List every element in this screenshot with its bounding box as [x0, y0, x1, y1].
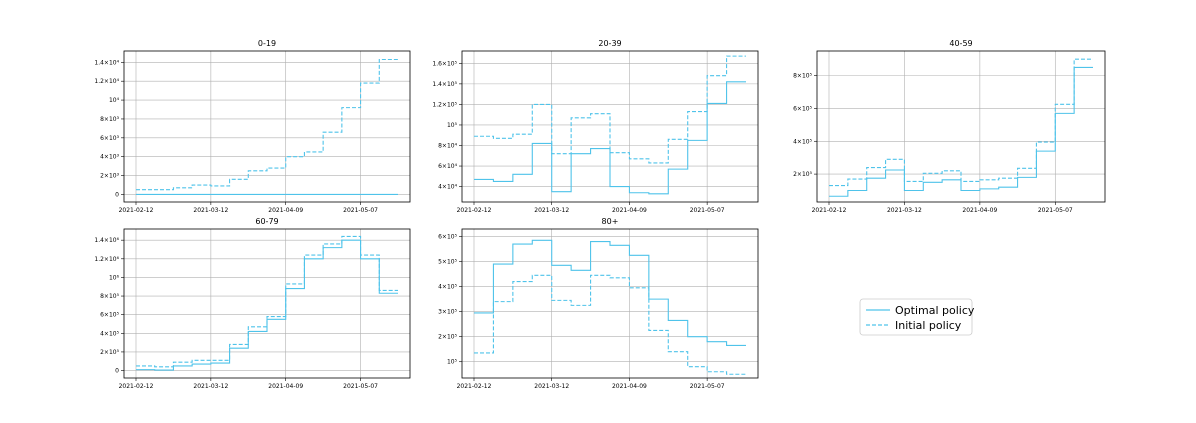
subplot-80+: 2021-02-12 2021-03-12 2021-04-09 2021-05-07… [438, 217, 759, 390]
x-tick-label: 2021-04-09 [268, 207, 303, 214]
series-line-optimal-policy [474, 81, 746, 195]
series-line-initial-policy [136, 58, 398, 191]
x-tick-label: 2021-03-12 [193, 207, 228, 214]
x-tick-label: 2021-02-12 [812, 207, 847, 214]
y-tick-label: 4×10⁴ [438, 184, 457, 191]
x-tick-label: 2021-03-12 [887, 207, 922, 214]
y-tick-label: 2×10⁵ [793, 171, 812, 178]
legend-label: Optimal policy [895, 304, 975, 317]
series-line-initial-policy [136, 235, 398, 368]
series-line-optimal-policy [474, 239, 746, 346]
x-tick-label: 2021-05-07 [343, 383, 378, 390]
y-tick-label: 10⁴ [109, 97, 120, 104]
y-tick-label: 10⁵ [447, 122, 458, 129]
subplot-40-59: 2021-02-12 2021-03-12 2021-04-09 2021-05-07… [793, 39, 1106, 214]
subplot-60-79: 2021-02-12 2021-03-12 2021-04-09 2021-05-07… [94, 217, 411, 390]
y-tick-label: 5×10⁵ [438, 259, 457, 266]
y-tick-label: 6×10⁴ [438, 163, 457, 170]
y-tick-label: 1.2×10⁴ [94, 78, 119, 85]
plot-frame [816, 50, 1106, 203]
x-tick-label: 2021-03-12 [193, 383, 228, 390]
x-tick-label: 2021-02-12 [457, 207, 492, 214]
plot-frame [461, 228, 759, 379]
series-line-optimal-policy [829, 66, 1093, 197]
subplot-title: 20-39 [598, 39, 621, 48]
y-tick-label: 4×10³ [100, 154, 119, 161]
y-tick-label: 6×10⁵ [438, 234, 457, 241]
y-tick-label: 8×10⁴ [438, 143, 457, 150]
legend-label: Initial policy [895, 319, 962, 332]
subplot-title: 60-79 [255, 217, 278, 226]
y-tick-label: 6×10³ [100, 135, 119, 142]
y-tick-label: 2×10³ [100, 173, 119, 180]
y-tick-label: 0 [115, 191, 119, 198]
y-tick-label: 1.6×10⁵ [432, 60, 457, 67]
y-tick-label: 8×10⁵ [100, 293, 119, 300]
y-tick-label: 8×10³ [100, 116, 119, 123]
subplot-title: 0-19 [258, 39, 276, 48]
x-tick-label: 2021-02-12 [457, 383, 492, 390]
x-tick-label: 2021-03-12 [534, 383, 569, 390]
y-tick-label: 1.2×10⁶ [94, 256, 119, 263]
y-tick-label: 10⁵ [447, 359, 458, 366]
x-tick-label: 2021-05-07 [1038, 207, 1073, 214]
x-tick-label: 2021-05-07 [690, 207, 725, 214]
legend-box [859, 298, 973, 336]
subplot-20-39: 2021-02-12 2021-03-12 2021-04-09 2021-05-07… [432, 39, 759, 214]
y-tick-label: 8×10⁵ [793, 73, 812, 80]
y-tick-label: 2×10⁵ [100, 349, 119, 356]
y-tick-label: 4×10⁵ [438, 284, 457, 291]
series-line-initial-policy [829, 58, 1093, 187]
series-line-optimal-policy [136, 239, 398, 371]
series-line-initial-policy [474, 55, 746, 164]
x-tick-label: 2021-05-07 [343, 207, 378, 214]
y-tick-label: 6×10⁵ [793, 105, 812, 112]
x-tick-label: 2021-04-09 [612, 383, 647, 390]
y-tick-label: 1.2×10⁵ [432, 101, 457, 108]
subplot-title: 40-59 [949, 39, 972, 48]
x-tick-label: 2021-05-07 [690, 383, 725, 390]
subplot-0-19: 2021-02-12 2021-03-12 2021-04-09 2021-05-07… [94, 39, 411, 214]
x-tick-label: 2021-04-09 [268, 383, 303, 390]
x-tick-label: 2021-04-09 [962, 207, 997, 214]
y-tick-label: 10⁶ [109, 274, 120, 281]
subplot-title: 80+ [602, 217, 619, 226]
legend: Optimal policy Initial policy [859, 298, 975, 336]
y-tick-label: 6×10⁵ [100, 312, 119, 319]
series-line-initial-policy [474, 274, 746, 375]
x-tick-label: 2021-02-12 [119, 383, 154, 390]
y-tick-label: 3×10⁵ [438, 309, 457, 316]
y-tick-label: 4×10⁵ [793, 138, 812, 145]
y-tick-label: 4×10⁵ [100, 330, 119, 337]
y-tick-label: 1.4×10⁶ [94, 237, 119, 244]
plot-frame [123, 50, 411, 203]
x-tick-label: 2021-03-12 [534, 207, 569, 214]
y-tick-label: 1.4×10⁴ [94, 59, 119, 66]
plot-frame [461, 50, 759, 203]
plot-frame [123, 228, 411, 379]
x-tick-label: 2021-02-12 [119, 207, 154, 214]
y-tick-label: 1.4×10⁵ [432, 81, 457, 88]
y-tick-label: 2×10⁵ [438, 334, 457, 341]
y-tick-label: 0 [115, 368, 119, 375]
x-tick-label: 2021-04-09 [612, 207, 647, 214]
